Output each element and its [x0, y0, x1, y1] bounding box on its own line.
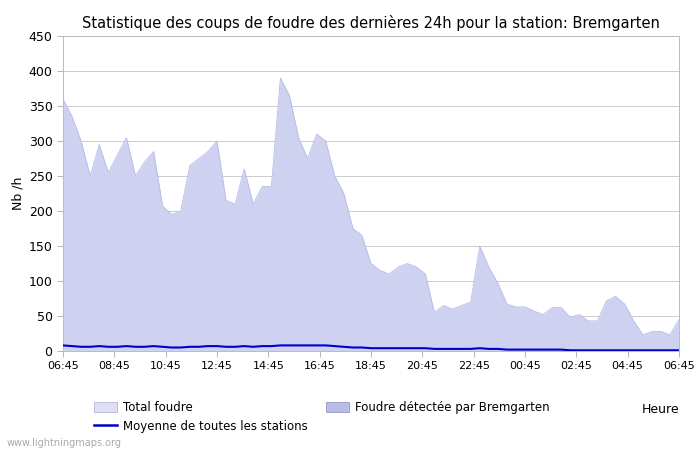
Text: Heure: Heure: [641, 403, 679, 416]
Text: www.lightningmaps.org: www.lightningmaps.org: [7, 438, 122, 448]
Title: Statistique des coups de foudre des dernières 24h pour la station: Bremgarten: Statistique des coups de foudre des dern…: [82, 15, 660, 31]
Y-axis label: Nb /h: Nb /h: [11, 177, 25, 210]
Legend: Total foudre, Moyenne de toutes les stations, Foudre détectée par Bremgarten: Total foudre, Moyenne de toutes les stat…: [94, 401, 550, 433]
